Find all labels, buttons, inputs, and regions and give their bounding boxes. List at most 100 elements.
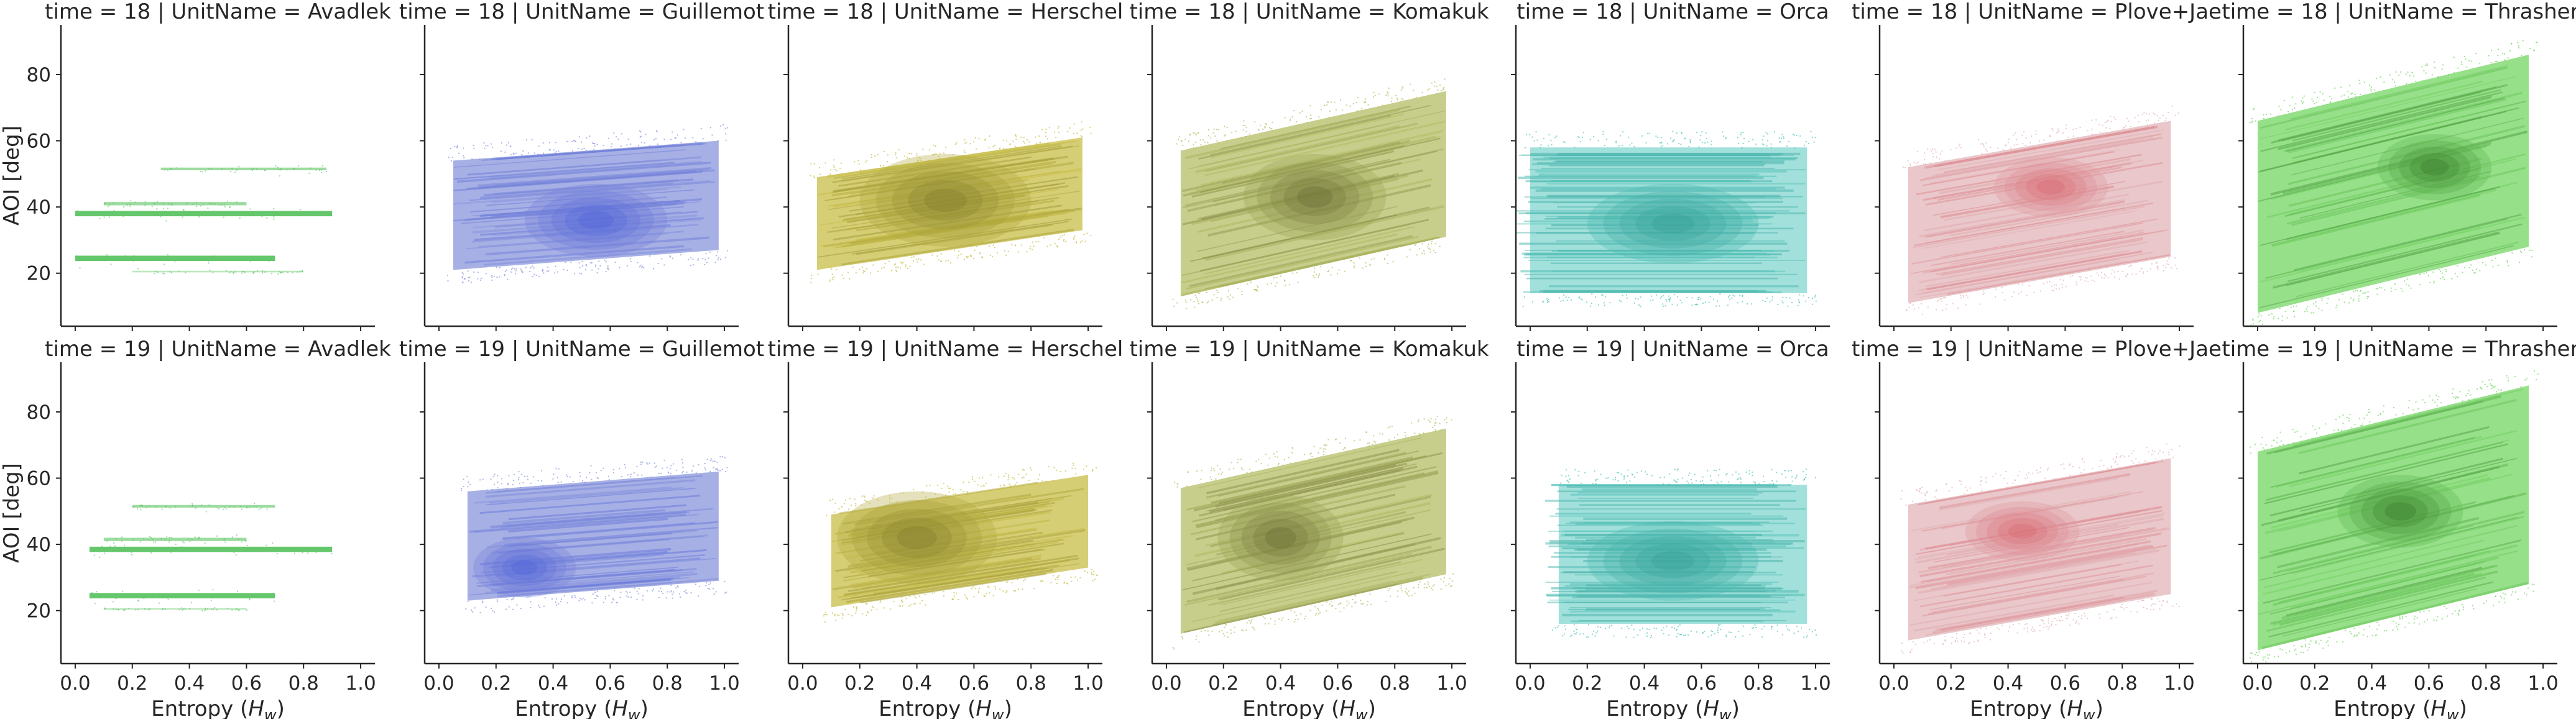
x-axis-label-suffix: ) (2459, 697, 2467, 719)
data-point (2114, 276, 2116, 278)
data-point (2048, 622, 2050, 624)
data-streak (1919, 260, 2128, 298)
data-point (1221, 629, 1223, 631)
data-point (232, 272, 234, 273)
data-point (548, 149, 550, 151)
data-point (2039, 140, 2041, 142)
data-point (241, 541, 242, 543)
data-point (1331, 267, 1333, 268)
data-point (1242, 629, 1244, 631)
data-streak (479, 495, 701, 514)
data-point (879, 507, 881, 509)
data-streak (2287, 223, 2523, 283)
data-point (1433, 85, 1435, 87)
data-point (1941, 298, 1942, 300)
data-point (507, 142, 509, 144)
data-point (195, 507, 196, 509)
data-point (1578, 297, 1580, 299)
data-point (1227, 636, 1229, 638)
data-point (1725, 138, 1727, 140)
data-point (620, 145, 622, 147)
data-point (104, 608, 106, 610)
data-point (249, 208, 251, 210)
data-point (2119, 456, 2121, 458)
data-point (228, 272, 230, 274)
data-point (894, 263, 896, 265)
x-axis-label-prefix: Entropy ( (151, 697, 248, 719)
data-point (1003, 484, 1005, 486)
data-point (973, 141, 975, 143)
data-point (2018, 623, 2020, 624)
x-tick-label: 1.0 (1436, 672, 1467, 695)
data-point (708, 583, 710, 585)
data-streak (476, 568, 697, 588)
data-point (670, 139, 672, 140)
data-point (2151, 454, 2153, 455)
data-point (1929, 639, 1931, 641)
data-density-core (473, 537, 576, 598)
data-point (889, 260, 890, 262)
data-point (1944, 640, 1946, 642)
data-point (2098, 613, 2100, 615)
data-point (1010, 485, 1012, 487)
data-point (118, 609, 119, 611)
data-point (2154, 458, 2156, 460)
facet-title: time = 19 | UnitName = Guillemot (399, 337, 764, 362)
data-point (1687, 634, 1689, 636)
data-point (2111, 273, 2113, 275)
data-point (841, 617, 843, 619)
data-point (1587, 624, 1589, 626)
data-point (810, 281, 812, 283)
data-point (1748, 473, 1750, 475)
data-point (139, 259, 141, 261)
data-point (1747, 303, 1748, 304)
data-point (1926, 491, 1927, 493)
data-point (555, 142, 556, 144)
data-point (2125, 125, 2127, 127)
data-point (1600, 473, 1602, 475)
data-point (1206, 292, 1207, 294)
data-point (78, 258, 80, 260)
data-point (1217, 291, 1219, 293)
data-point (879, 165, 881, 167)
data-point (546, 270, 548, 272)
data-point (1962, 637, 1964, 639)
panel-data (75, 165, 333, 275)
data-point (2013, 134, 2015, 136)
data-point (1434, 424, 1436, 426)
data-streak (846, 200, 1039, 231)
data-point (479, 158, 481, 160)
data-point (1406, 593, 1408, 595)
data-point (2304, 311, 2306, 313)
data-point (669, 591, 671, 593)
data-point (2351, 93, 2353, 94)
data-point (2311, 438, 2313, 440)
data-point (557, 482, 559, 483)
facet-title: time = 18 | UnitName = Plove+Jae (1852, 0, 2222, 24)
data-point (1007, 474, 1009, 476)
data-point (1430, 587, 1432, 589)
data-point (824, 162, 826, 164)
data-point (1237, 459, 1239, 460)
data-density-core (2384, 502, 2416, 521)
data-point (1429, 421, 1431, 423)
data-point (1633, 628, 1635, 630)
data-point (504, 275, 506, 276)
data-point (2127, 274, 2129, 276)
data-point (1650, 635, 1652, 637)
data-point (1672, 141, 1674, 143)
data-point (1208, 634, 1210, 636)
data-point (166, 259, 168, 261)
data-point (2370, 90, 2372, 92)
data-point (1635, 298, 1637, 299)
data-point (2320, 639, 2322, 641)
data-point (2408, 622, 2410, 624)
data-point (2419, 623, 2421, 625)
data-point (1704, 631, 1706, 633)
data-point (2033, 291, 2035, 293)
data-point (1360, 600, 1362, 601)
data-point (2535, 42, 2537, 43)
data-point (856, 610, 857, 611)
data-point (2056, 284, 2057, 286)
data-point (1384, 257, 1386, 259)
